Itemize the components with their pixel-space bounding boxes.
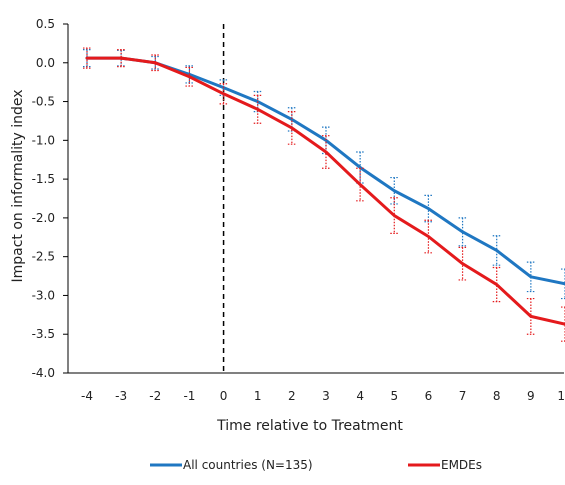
y-tick-label: -0.5: [32, 95, 55, 109]
x-tick-label: 1: [254, 389, 262, 403]
x-tick-label: -4: [81, 389, 93, 403]
x-axis-title: Time relative to Treatment: [216, 418, 403, 434]
y-tick-label: -3.0: [32, 288, 55, 302]
x-tick-label: 5: [390, 389, 398, 403]
x-tick-label: -3: [115, 389, 127, 403]
y-axis-title-group: Impact on informality index: [10, 89, 26, 282]
y-tick-label: -1.0: [32, 133, 55, 147]
x-tick-label: 10: [557, 389, 565, 403]
y-tick-label: -2.5: [32, 250, 55, 264]
x-tick-label: 3: [322, 389, 330, 403]
x-tick-label: 9: [527, 389, 535, 403]
x-tick-label: 0: [220, 389, 228, 403]
x-tick-label: -2: [149, 389, 161, 403]
y-tick-label: -4.0: [32, 366, 55, 380]
series-line-all-countries: [85, 56, 565, 286]
y-tick-label: 0.5: [36, 17, 55, 31]
series-all-countries: [83, 48, 565, 300]
x-tick-label: 2: [288, 389, 296, 403]
plot-area: 0.5 0.0 -0.5 -1.0 -1.5 -2.0 -2.5 -3.0 -3.5 -4.0 -4…: [32, 17, 565, 403]
y-tick-label: 0.0: [36, 56, 55, 70]
x-tick-label: 4: [356, 389, 364, 403]
x-tick-label: 7: [459, 389, 467, 403]
y-axis-title: Impact on informality index: [10, 89, 26, 282]
x-tick-label: 8: [493, 389, 501, 403]
series-line-emdes: [85, 56, 565, 326]
y-tick-label: -3.5: [32, 327, 55, 341]
y-tick-label: -1.5: [32, 172, 55, 186]
legend: All countries (N=135) EMDEs: [150, 458, 482, 472]
legend-label-all-countries: All countries (N=135): [183, 458, 313, 472]
x-tick-label: -1: [183, 389, 195, 403]
y-tick-label: -2.0: [32, 211, 55, 225]
series-emdes: [83, 47, 565, 342]
x-tick-label: 6: [425, 389, 433, 403]
legend-label-emdes: EMDEs: [441, 458, 482, 472]
